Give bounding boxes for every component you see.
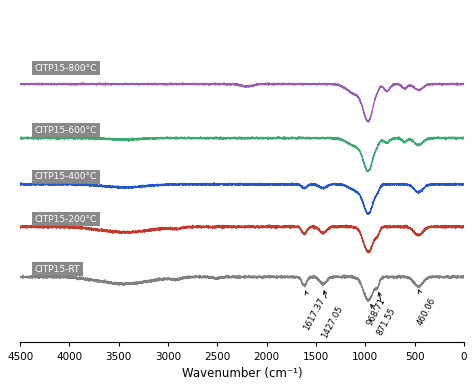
Text: 460.06: 460.06 — [416, 290, 438, 327]
Text: CITP15-RT: CITP15-RT — [35, 265, 80, 274]
X-axis label: Wavenumber (cm⁻¹): Wavenumber (cm⁻¹) — [182, 367, 302, 380]
Text: 968.71: 968.71 — [365, 296, 387, 327]
Text: 1427.05: 1427.05 — [320, 291, 345, 339]
Text: 871.55: 871.55 — [375, 293, 397, 337]
Text: CITP15-400°C: CITP15-400°C — [35, 172, 97, 181]
Text: CITP15-600°C: CITP15-600°C — [35, 126, 97, 135]
Text: 1617.37: 1617.37 — [301, 291, 326, 332]
Text: CITP15-800°C: CITP15-800°C — [35, 63, 97, 72]
Text: CITP15-200°C: CITP15-200°C — [35, 215, 97, 224]
